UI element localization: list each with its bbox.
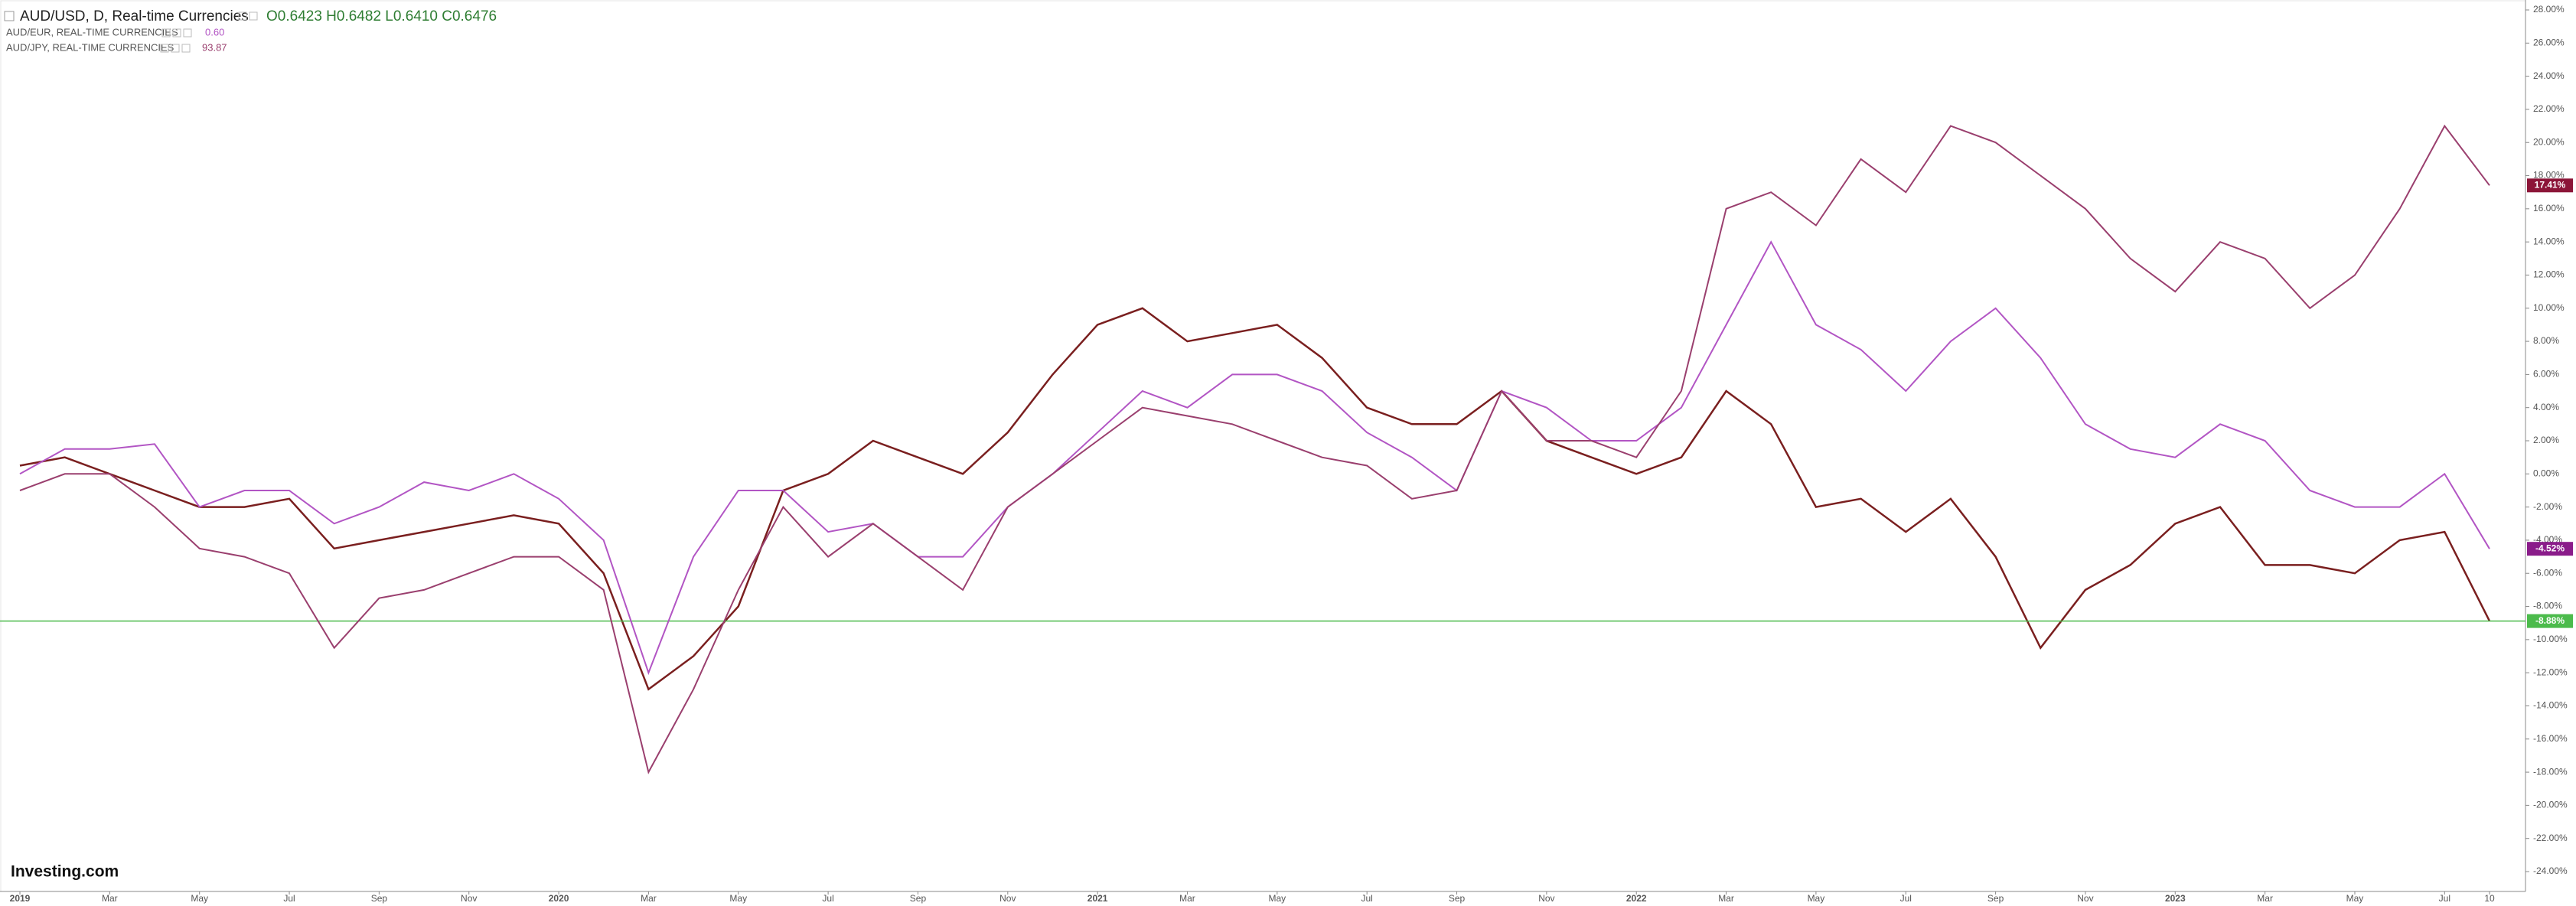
x-tick-label: Jul xyxy=(822,893,833,904)
x-tick-label: Jul xyxy=(1361,893,1373,904)
y-tick-label: -18.00% xyxy=(2533,766,2568,777)
legend: AUD/USD, D, Real-time Currencies O0.6423… xyxy=(4,8,497,53)
last-value-label: -4.52% xyxy=(2535,543,2565,553)
x-tick-label: Nov xyxy=(461,893,477,904)
y-tick-label: 20.00% xyxy=(2533,136,2565,147)
x-tick-label: Mar xyxy=(1718,893,1734,904)
y-tick-label: -24.00% xyxy=(2533,865,2568,876)
collapse-icon[interactable] xyxy=(4,11,15,21)
legend-icon[interactable] xyxy=(249,11,258,21)
y-tick-label: 6.00% xyxy=(2533,369,2559,380)
y-tick-label: 14.00% xyxy=(2533,236,2565,246)
y-tick-label: 24.00% xyxy=(2533,70,2565,81)
series-line xyxy=(19,307,2491,691)
y-tick-label: 28.00% xyxy=(2533,4,2565,15)
x-tick-label: Nov xyxy=(1538,893,1554,904)
series-line xyxy=(19,124,2490,774)
series-line xyxy=(19,240,2490,676)
x-tick-label: Mar xyxy=(2257,893,2273,904)
y-tick-label: -14.00% xyxy=(2533,700,2568,711)
logo: Investing.com xyxy=(11,863,119,881)
y-tick-label: -12.00% xyxy=(2533,666,2568,677)
x-tick-label: Sep xyxy=(1987,893,2004,904)
x-tick-label: 2020 xyxy=(549,893,569,904)
x-tick-label: Nov xyxy=(999,893,1016,904)
x-tick-label: Jul xyxy=(283,893,295,904)
x-tick-label: 2022 xyxy=(1626,893,1647,904)
y-tick-label: -10.00% xyxy=(2533,634,2568,644)
last-value-label: -8.88% xyxy=(2535,615,2565,626)
x-tick-label: Jul xyxy=(1900,893,1912,904)
y-tick-label: -22.00% xyxy=(2533,833,2568,843)
x-tick-label: Mar xyxy=(1179,893,1195,904)
x-tick-label: May xyxy=(191,893,208,904)
y-tick-label: 16.00% xyxy=(2533,203,2565,213)
y-tick-label: -16.00% xyxy=(2533,733,2568,744)
x-tick-label: May xyxy=(1269,893,1286,904)
legend-icon[interactable] xyxy=(160,44,169,53)
last-value-label: 17.41% xyxy=(2535,179,2566,190)
x-tick-label: Sep xyxy=(371,893,388,904)
x-tick-label: Mar xyxy=(641,893,657,904)
legend-icon[interactable] xyxy=(172,28,181,37)
legend-icon[interactable] xyxy=(183,28,192,37)
legend-quote: 93.87 xyxy=(202,41,227,53)
y-tick-label: 0.00% xyxy=(2533,468,2559,478)
legend-title: AUD/USD, D, Real-time Currencies xyxy=(20,8,249,24)
x-tick-label: Sep xyxy=(910,893,927,904)
x-tick-label: May xyxy=(729,893,747,904)
y-tick-label: -2.00% xyxy=(2533,501,2562,512)
x-tick-label: Nov xyxy=(2077,893,2093,904)
last-value-badge xyxy=(2527,542,2573,556)
legend-entry: AUD/JPY, REAL-TIME CURRENCIES xyxy=(6,41,174,53)
legend-icon[interactable] xyxy=(171,44,180,53)
x-tick-label: Sep xyxy=(1449,893,1466,904)
legend-icon[interactable] xyxy=(238,11,247,21)
y-tick-label: 12.00% xyxy=(2533,269,2565,280)
legend-icon[interactable] xyxy=(161,28,171,37)
y-tick-label: -20.00% xyxy=(2533,800,2568,810)
x-tick-label: 2023 xyxy=(2165,893,2186,904)
y-tick-label: 4.00% xyxy=(2533,402,2559,412)
legend-icon[interactable] xyxy=(181,44,191,53)
y-tick-label: 26.00% xyxy=(2533,37,2565,47)
x-tick-label: Mar xyxy=(102,893,118,904)
y-tick-label: 18.00% xyxy=(2533,170,2565,181)
ohlc-label: O0.6423 H0.6482 L0.6410 C0.6476 xyxy=(266,8,497,24)
y-tick-label: 10.00% xyxy=(2533,302,2565,313)
y-tick-label: 8.00% xyxy=(2533,335,2559,346)
legend-entry: AUD/EUR, REAL-TIME CURRENCIES xyxy=(6,26,178,37)
x-tick-label: May xyxy=(1808,893,1825,904)
y-tick-label: 2.00% xyxy=(2533,435,2559,445)
x-tick-label: May xyxy=(2346,893,2364,904)
last-value-badge xyxy=(2527,614,2573,628)
y-tick-label: 22.00% xyxy=(2533,103,2565,114)
x-tick-label: 2021 xyxy=(1087,893,1108,904)
y-tick-label: -6.00% xyxy=(2533,567,2562,578)
x-tick-label: Jul xyxy=(2439,893,2450,904)
y-tick-label: -8.00% xyxy=(2533,601,2562,611)
x-tick-label: 10 xyxy=(2484,893,2495,904)
x-tick-label: 2019 xyxy=(10,893,31,904)
legend-quote: 0.60 xyxy=(205,26,224,37)
last-value-badge xyxy=(2527,178,2573,193)
